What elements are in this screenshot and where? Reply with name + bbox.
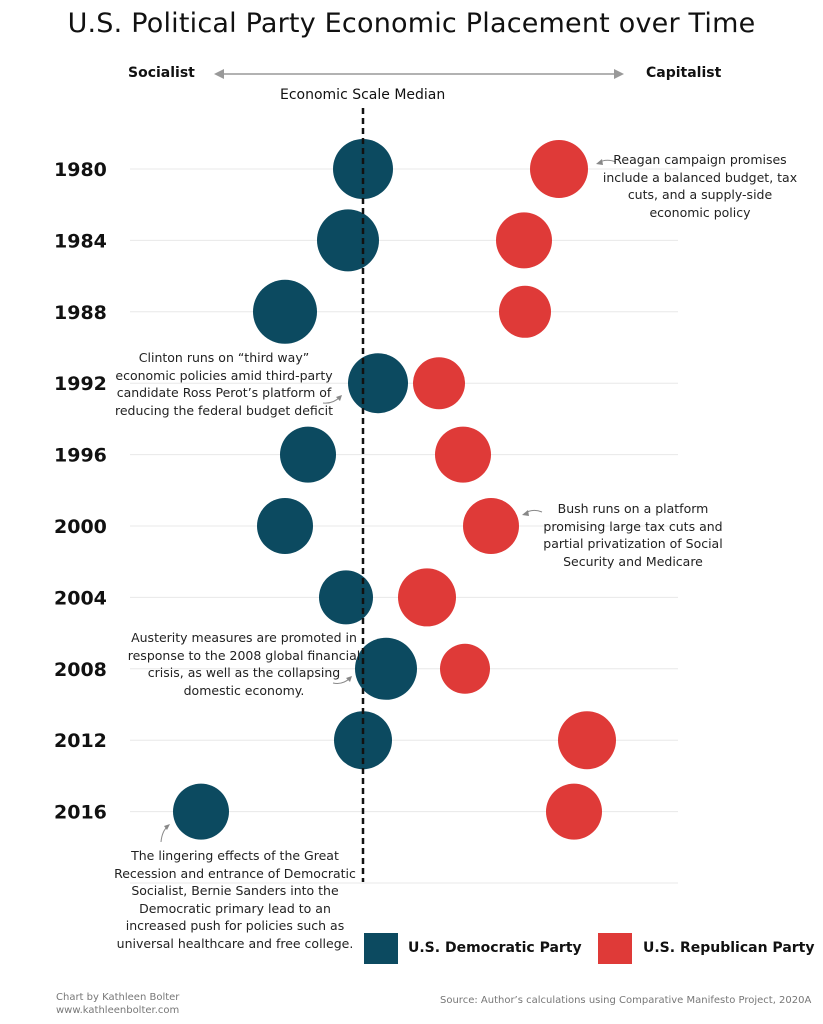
year-label: 2016	[54, 802, 107, 824]
year-label: 1992	[54, 373, 107, 395]
year-label: 1984	[54, 230, 107, 252]
year-labels: 1980 1984 1988 1992 1996 2000 2004 2008 2012 2016	[54, 159, 107, 824]
legend-rep-label: U.S. Republican Party	[643, 940, 815, 956]
axis-arrow	[214, 69, 624, 79]
data-points	[173, 139, 616, 840]
legend-rep-swatch	[598, 933, 632, 964]
rep-point-1988	[499, 285, 551, 338]
rep-point-1984	[496, 212, 552, 269]
arrow-head-2008	[346, 676, 352, 682]
rep-point-2000	[463, 498, 519, 554]
annotation-1980: Reagan campaign promises include a balan…	[602, 152, 798, 220]
year-label: 2004	[54, 587, 107, 609]
chart-title: U.S. Political Party Economic Placement …	[67, 8, 756, 39]
dem-point-2016	[173, 783, 229, 840]
annotation-2016: The lingering effects of the Great Reces…	[114, 848, 356, 951]
dem-point-2004	[319, 570, 373, 625]
rep-point-2008	[440, 643, 490, 694]
axis-left-label: Socialist	[128, 65, 195, 81]
arrow-head-1980	[596, 159, 603, 165]
year-label: 1996	[54, 445, 107, 467]
annotation-1992: Clinton runs on “third way” economic pol…	[114, 350, 334, 418]
rep-point-2012	[558, 711, 616, 770]
dem-point-1988	[253, 279, 317, 344]
axis-right-label: Capitalist	[646, 65, 722, 81]
rep-point-2016	[546, 783, 602, 840]
source-note: Source: Author’s calculations using Comp…	[440, 995, 812, 1006]
credit-line-2: www.kathleenbolter.com	[56, 1005, 180, 1016]
year-label: 1988	[54, 302, 107, 324]
annotation-2008: Austerity measures are promoted in respo…	[127, 630, 361, 698]
dem-point-1984	[317, 209, 379, 272]
annotation-2000: Bush runs on a platform promising large …	[543, 501, 723, 569]
year-label: 1980	[54, 159, 107, 181]
arrow-head-2000	[522, 510, 529, 516]
median-label: Economic Scale Median	[280, 87, 446, 103]
dem-point-1992	[348, 353, 408, 414]
credit: Chart by Kathleen Bolter www.kathleenbol…	[56, 991, 179, 1017]
dem-point-1996	[280, 426, 336, 483]
arrow-head-2016	[164, 824, 170, 830]
rep-point-2004	[398, 568, 456, 627]
year-label: 2012	[54, 730, 107, 752]
arrow-head-1992	[336, 395, 342, 401]
year-label: 2008	[54, 659, 107, 681]
rep-point-1980	[530, 140, 588, 198]
rep-point-1992	[413, 357, 465, 410]
legend-dem-label: U.S. Democratic Party	[408, 940, 582, 956]
year-label: 2000	[54, 516, 107, 538]
legend-dem-swatch	[364, 933, 398, 964]
dem-point-2008	[355, 637, 417, 700]
annotation-arrows	[160, 159, 617, 843]
credit-line-1: Chart by Kathleen Bolter	[56, 992, 180, 1003]
dem-point-2000	[257, 498, 313, 554]
rep-point-1996	[435, 426, 491, 483]
